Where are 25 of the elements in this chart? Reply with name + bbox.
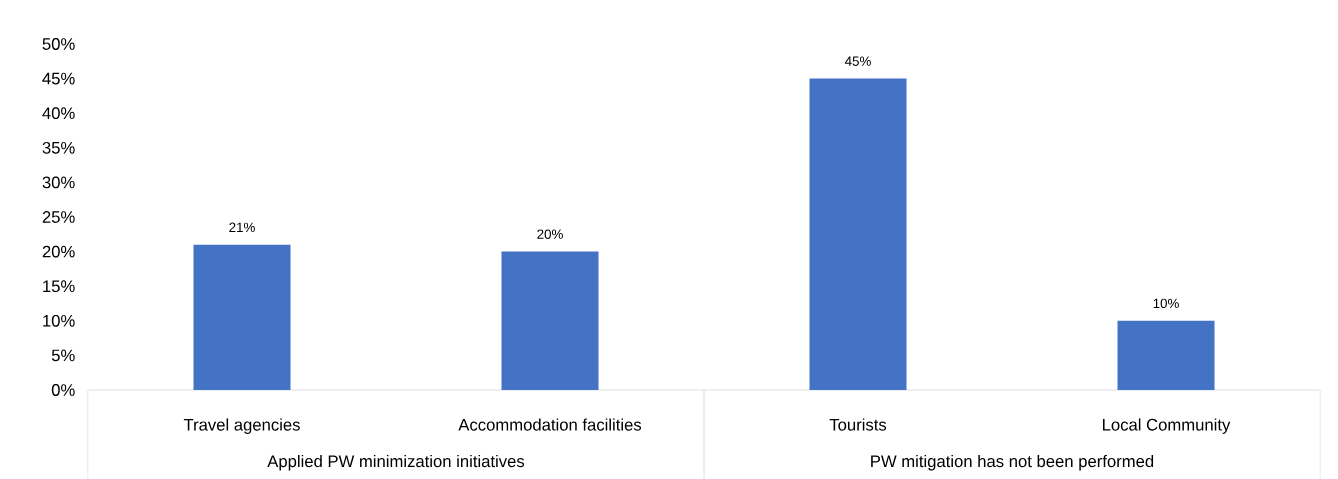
y-tick-label: 15% [43,280,75,292]
y-tick-label: 45% [42,72,75,85]
data-label: 20% [537,229,563,239]
text: PW mitigation has not been performed [871,454,1154,471]
y-tick-label: 50% [42,37,75,50]
y-tick-label: 0% [51,383,75,396]
bar [809,78,907,390]
y-tick-label: 40% [42,107,75,119]
x-tick-label: Travel agencies [183,418,300,434]
bar [193,244,291,390]
x-tick-label: Accommodation facilities [458,418,642,431]
bar [501,251,599,390]
data-label: 10% [1153,298,1179,308]
text: Applied PW minimization initiatives [267,454,525,471]
x-tick-label: Tourists [829,418,887,431]
y-tick-label: 5% [51,349,75,362]
y-tick-label: 10% [43,314,75,327]
y-tick-label: 20% [42,245,75,258]
y-tick-label: 25% [42,210,75,223]
bar [1117,320,1215,390]
y-tick-label: 30% [42,176,75,189]
y-tick-label: 35% [42,141,75,154]
x-tick-label: Local Community [1102,418,1231,434]
data-label: 21% [229,222,255,232]
data-label: 45% [844,56,871,66]
